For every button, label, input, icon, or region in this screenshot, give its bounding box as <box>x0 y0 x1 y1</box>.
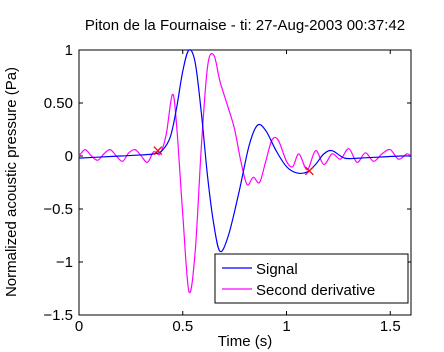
x-axis-label: Time (s) <box>218 333 272 350</box>
marker-x-0 <box>153 146 163 156</box>
y-tick-label-0: 1 <box>65 42 73 59</box>
y-axis-label: Normalized acoustic pressure (Pa) <box>3 67 20 297</box>
legend-label-second-derivative: Second derivative <box>256 282 375 299</box>
y-tick-label-4: −1 <box>56 254 73 271</box>
legend-label-signal: Signal <box>256 261 298 278</box>
y-tick-label-1: 0.50 <box>44 95 73 112</box>
series-line-signal <box>78 49 412 253</box>
y-axis-ticks: 1 0.50 0 −0.5 −1 −1.5 <box>43 42 411 324</box>
y-tick-label-5: −1.5 <box>43 307 73 324</box>
x-tick-label-0: 0 <box>75 318 83 335</box>
marker-layer <box>153 146 314 176</box>
marker-x-1 <box>304 166 314 176</box>
x-tick-label-2: 1 <box>282 318 290 335</box>
series-layer <box>78 49 412 294</box>
legend: Signal Second derivative <box>214 253 409 304</box>
y-tick-label-3: −0.5 <box>43 201 73 218</box>
x-tick-label-3: 1.5 <box>380 318 401 335</box>
x-axis-ticks: 0 0.5 1 1.5 <box>75 50 401 335</box>
series-line-second-derivative <box>78 52 412 294</box>
x-tick-label-1: 0.5 <box>172 318 193 335</box>
chart-title: Piton de la Fournaise - ti: 27-Aug-2003 … <box>85 17 405 34</box>
y-tick-label-2: 0 <box>65 148 73 165</box>
legend-box <box>214 253 409 304</box>
